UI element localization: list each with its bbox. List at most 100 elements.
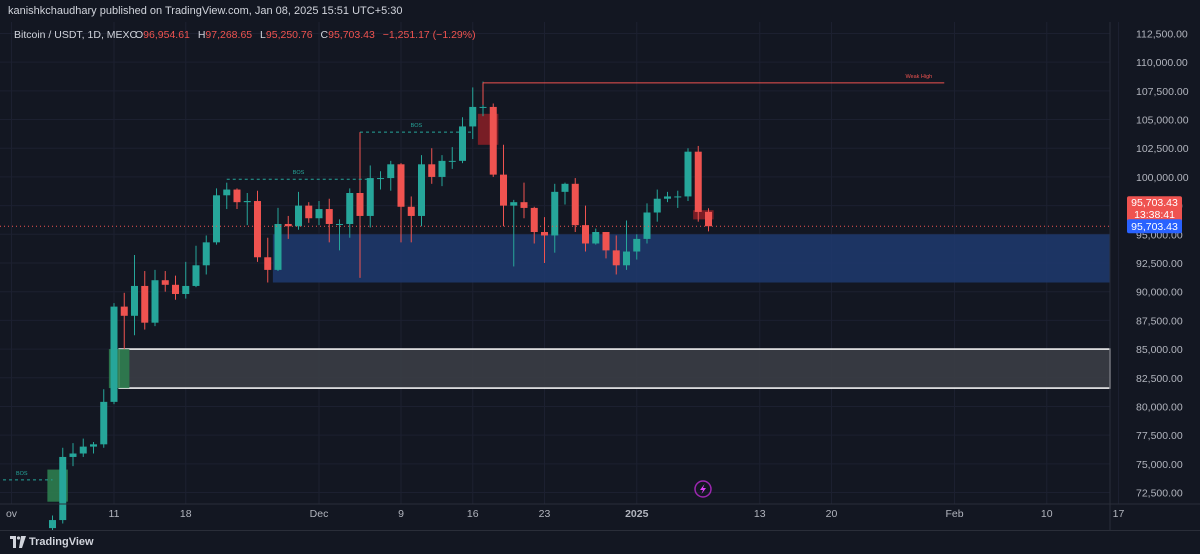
candle-body: [602, 232, 610, 251]
candle-body: [705, 211, 712, 227]
candle-body: [202, 242, 210, 266]
candle-body: [582, 225, 589, 244]
candle-body: [551, 191, 559, 236]
y-tick-label: 92,500.00: [1136, 258, 1183, 270]
y-tick-label: 110,000.00: [1136, 57, 1188, 69]
candle-body: [110, 306, 118, 402]
bos-label: BOS: [16, 471, 28, 477]
candle-body: [377, 178, 384, 180]
legend-l-label: L: [260, 29, 266, 41]
candle-body: [336, 223, 343, 225]
candle-body: [694, 151, 702, 212]
candle-body: [192, 265, 200, 286]
candle-body: [407, 206, 415, 216]
candles-layer: [49, 81, 712, 535]
candle-body: [684, 151, 692, 197]
candle-body: [305, 205, 313, 219]
x-tick-label: 10: [1041, 508, 1053, 520]
y-tick-label: 82,500.00: [1136, 373, 1183, 385]
x-tick-label: 23: [539, 508, 551, 520]
current-price-value: 95,703.43: [1131, 221, 1178, 233]
legend-o-label: O: [135, 29, 143, 41]
legend-c-label: C: [321, 29, 329, 41]
x-tick-label: ov: [6, 508, 18, 520]
candle-body: [643, 212, 651, 239]
legend-o-value: 96,954.61: [143, 29, 190, 41]
tradingview-logo-icon: [10, 536, 26, 548]
x-tick-label: Feb: [945, 508, 963, 520]
y-tick-label: 112,500.00: [1136, 28, 1188, 40]
countdown-timer: 13:38:41: [1134, 209, 1175, 221]
candle-body: [284, 223, 292, 227]
candle-body: [541, 232, 548, 236]
time-axis[interactable]: ov 11 18 Dec 9 16 23 2025 13 20 Feb 10 17: [6, 508, 1125, 520]
y-tick-label: 107,500.00: [1136, 86, 1189, 98]
candle-body: [664, 196, 671, 199]
x-tick-label: Dec: [310, 508, 329, 520]
candle-body: [438, 160, 446, 177]
candle-body: [418, 164, 425, 216]
candle-body: [274, 223, 282, 270]
candle-body: [633, 238, 641, 252]
candle-body: [500, 174, 507, 206]
last-price-tag: [1127, 196, 1182, 223]
legend-c-value: 95,703.43: [328, 29, 375, 41]
candle-body: [479, 106, 487, 108]
legend-h-label: H: [198, 29, 206, 41]
candle-body: [49, 520, 56, 529]
legend-symbol: Bitcoin / USDT, 1D, MEXC: [14, 29, 138, 41]
candle-body: [428, 164, 436, 177]
y-tick-label: 77,500.00: [1136, 430, 1183, 442]
candle-body: [469, 106, 477, 127]
bos-label: BOS: [293, 170, 305, 176]
candle-body: [356, 192, 364, 216]
candle-body: [264, 257, 272, 270]
candle-body: [213, 195, 220, 243]
footer-brand: TradingView: [29, 536, 94, 548]
chart-area[interactable]: BOS BOS BOS Weak High 72,500.00 75,000.00 77,…: [0, 22, 1200, 535]
publish-header: kanishkchaudhary published on TradingVie…: [0, 0, 1200, 22]
candle-body: [182, 285, 190, 294]
candle-body: [295, 205, 302, 227]
y-tick-label: 87,500.00: [1136, 315, 1183, 327]
candle-body: [520, 202, 528, 208]
lightning-icon[interactable]: [694, 480, 712, 498]
candle-body: [530, 207, 538, 233]
x-tick-label: 9: [398, 508, 404, 520]
red-block-right: [693, 210, 714, 220]
legend-l-value: 95,250.76: [266, 29, 313, 41]
legend-change: −1,251.17 (−1.29%): [383, 29, 476, 41]
y-tick-label: 90,000.00: [1136, 287, 1183, 299]
grey-zone: [118, 348, 1111, 389]
candle-body: [325, 209, 333, 224]
bos-label: BOS: [411, 123, 423, 129]
candle-body: [161, 280, 169, 285]
legend-h-value: 97,268.65: [205, 29, 252, 41]
fvg-blue-zone: [272, 234, 1110, 283]
price-axis[interactable]: 72,500.00 75,000.00 77,500.00 80,000.00 82,5…: [1136, 28, 1189, 499]
current-price-tag: [1127, 219, 1182, 234]
y-tick-label: 75,000.00: [1136, 459, 1183, 471]
last-price-value: 95,703.43: [1131, 197, 1178, 209]
candle-body: [131, 285, 138, 316]
candle-body: [612, 250, 620, 266]
candle-body: [100, 401, 108, 445]
candle-body: [243, 201, 251, 203]
x-tick-label: 11: [109, 508, 120, 520]
y-tick-label: 100,000.00: [1136, 172, 1189, 184]
y-tick-label: 105,000.00: [1136, 115, 1189, 127]
y-tick-label: 72,500.00: [1136, 488, 1183, 500]
candlestick-chart[interactable]: BOS BOS BOS Weak High 72,500.00 75,000.00 77,…: [0, 22, 1200, 535]
candle-body: [510, 202, 518, 206]
candle-body: [623, 251, 630, 266]
y-tick-label: 102,500.00: [1136, 143, 1189, 155]
candle-body: [315, 209, 323, 219]
candle-body: [561, 183, 569, 192]
candle-body: [571, 183, 579, 226]
x-tick-label: 16: [467, 508, 479, 520]
candle-body: [120, 306, 128, 316]
candle-body: [653, 198, 661, 213]
candle-body: [674, 196, 682, 198]
candle-body: [233, 189, 241, 203]
x-tick-label: 2025: [625, 508, 649, 520]
